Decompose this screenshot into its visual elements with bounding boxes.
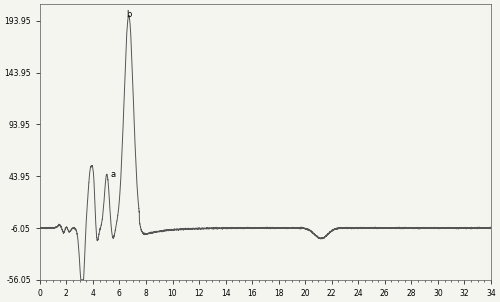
Text: a: a [110, 170, 116, 179]
Text: b: b [126, 10, 132, 19]
